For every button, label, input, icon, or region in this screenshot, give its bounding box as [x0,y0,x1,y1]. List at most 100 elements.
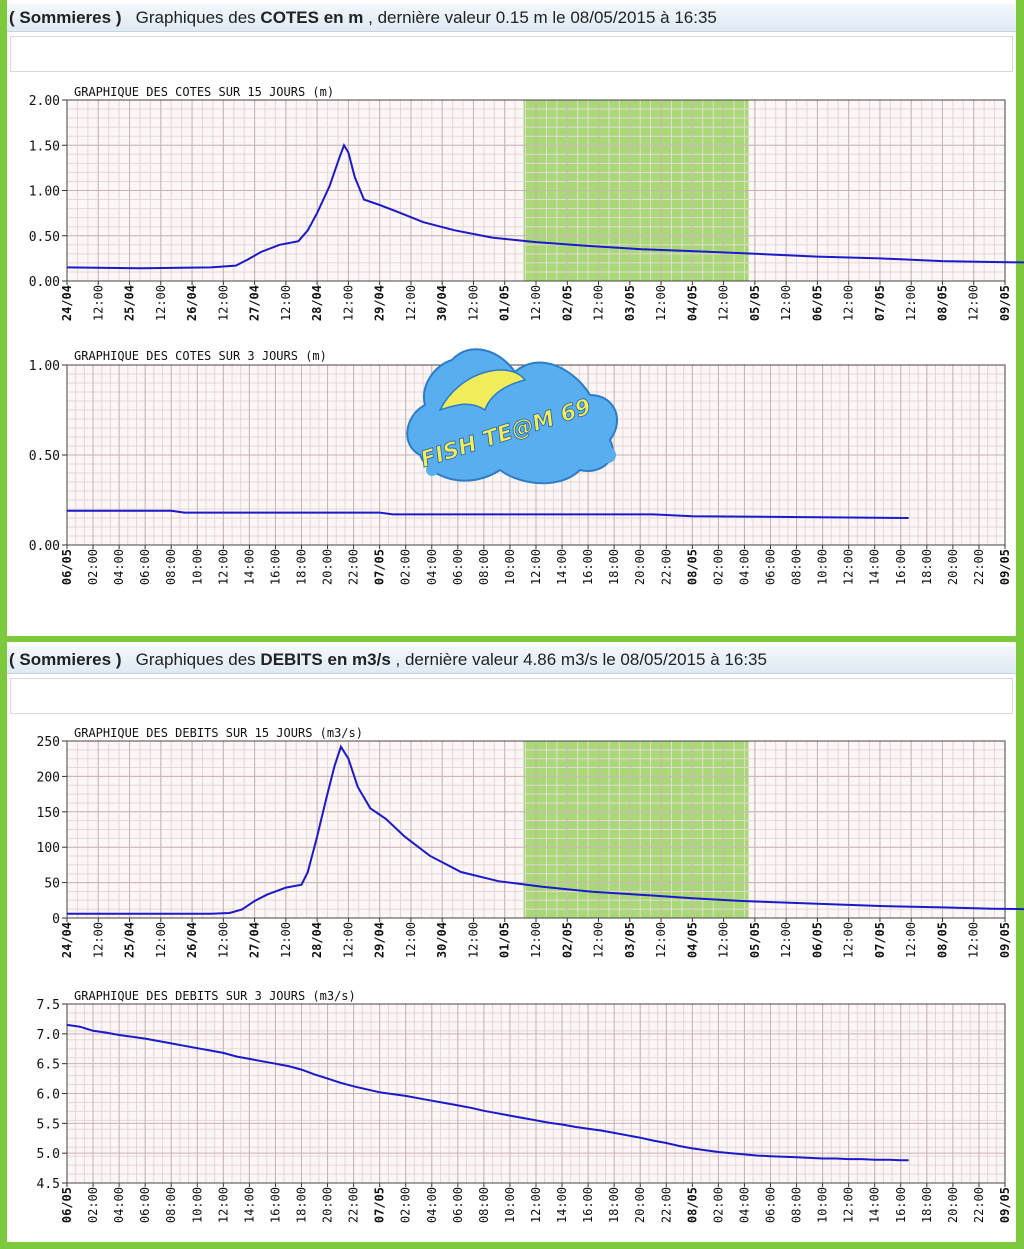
x-tick-label: 04:00 [112,549,126,585]
x-tick-label: 04:00 [112,1187,126,1223]
header-close-paren: ) [115,650,122,669]
cotes-subbar [10,36,1013,72]
x-tick-label: 22:00 [347,549,361,585]
x-tick-label: 05/05 [748,285,762,321]
x-tick-label: 28/04 [310,922,324,958]
x-tick-label: 20:00 [946,1187,960,1223]
x-tick-label: 08:00 [477,549,491,585]
x-tick-label: 24/04 [60,922,74,958]
x-tick-label: 12:00 [842,1187,856,1223]
x-tick-label: 06:00 [764,549,778,585]
y-tick-label: 6.5 [37,1058,60,1073]
x-tick-label: 12:00 [341,922,355,958]
y-tick-label: 0.50 [29,230,60,245]
x-tick-label: 04:00 [425,549,439,585]
x-tick-label: 07/05 [373,1187,387,1223]
y-tick-label: 7.0 [37,1028,60,1043]
y-tick-label: 150 [37,806,60,821]
x-tick-label: 18:00 [607,1187,621,1223]
series-line [66,143,1024,270]
chart-2: 0.00 0.50 1.00 06/05 02:00 04:00 06:00 08:00 10:… [29,349,1012,585]
x-tick-label: 12:00 [904,285,918,321]
x-tick-label: 14:00 [555,1187,569,1223]
x-tick-label: 29/04 [373,922,387,958]
chart-title: GRAPHIQUE DES DEBITS SUR 3 JOURS (m3/s) [74,989,356,1003]
chart-1: 0.00 0.50 1.00 1.50 2.00 24/04 12:00 25/04 12:00… [29,85,1024,321]
station-link[interactable]: Sommieres [19,650,112,669]
x-tick-label: 22:00 [972,1187,986,1223]
x-tick-label: 12:00 [341,285,355,321]
x-tick-label: 12:00 [216,922,230,958]
station-link[interactable]: Sommieres [19,8,112,27]
debits-section-header: ( Sommieres ) Graphiques des DEBITS en m… [7,646,1016,674]
y-tick-label: 0.50 [29,449,60,464]
x-tick-label: 28/04 [310,285,324,321]
x-tick-label: 02:00 [711,1187,725,1223]
x-tick-label: 22:00 [659,549,673,585]
y-tick-label: 1.00 [29,185,60,200]
x-tick-label: 14:00 [555,549,569,585]
x-tick-label: 26/04 [185,922,199,958]
debits-subbar [10,678,1013,714]
y-tick-label: 250 [37,735,60,750]
x-tick-label: 08/05 [935,285,949,321]
y-tick-label: 5.5 [37,1117,60,1132]
x-tick-label: 12:00 [529,285,543,321]
x-tick-label: 16:00 [894,1187,908,1223]
chart-4: 4.5 5.0 5.5 6.0 6.5 7.0 7.5 06/05 02:00 04:00 06:0… [37,989,1012,1223]
x-tick-label: 12:00 [216,1187,230,1223]
x-tick-label: 08:00 [790,1187,804,1223]
y-tick-label: 6.0 [37,1088,60,1103]
x-tick-label: 20:00 [633,1187,647,1223]
x-tick-label: 22:00 [347,1187,361,1223]
cotes-section-header: ( Sommieres ) Graphiques des COTES en m … [7,4,1016,32]
x-tick-label: 12:00 [154,922,168,958]
series-line [66,1023,909,1162]
x-tick-label: 04:00 [737,549,751,585]
x-tick-label: 02:00 [399,1187,413,1223]
x-tick-label: 12:00 [717,285,731,321]
chart-title: GRAPHIQUE DES COTES SUR 3 JOURS (m) [74,349,327,363]
x-tick-label: 22:00 [972,549,986,585]
series-line [67,744,1024,915]
x-tick-label: 12:00 [842,549,856,585]
x-tick-label: 04/05 [685,285,699,321]
x-tick-label: 30/04 [435,285,449,321]
x-tick-label: 03/05 [623,922,637,958]
x-tick-label: 16:00 [894,549,908,585]
x-tick-label: 12:00 [779,285,793,321]
x-tick-label: 25/04 [123,285,137,321]
x-tick-label: 12:00 [779,922,793,958]
x-tick-label: 06/05 [60,549,74,585]
x-tick-label: 12:00 [592,285,606,321]
y-tick-label: 5.0 [37,1147,60,1162]
x-tick-label: 18:00 [607,549,621,585]
x-tick-label: 12:00 [842,285,856,321]
x-tick-label: 12:00 [404,922,418,958]
x-tick-label: 12:00 [592,922,606,958]
x-tick-label: 02:00 [86,549,100,585]
x-tick-label: 12:00 [529,549,543,585]
x-tick-label: 22:00 [659,1187,673,1223]
x-tick-label: 12:00 [967,922,981,958]
x-tick-label: 07/05 [873,922,887,958]
x-tick-label: 12:00 [654,285,668,321]
x-tick-label: 08:00 [790,549,804,585]
x-tick-label: 12:00 [279,285,293,321]
x-tick-label: 04/05 [685,922,699,958]
x-tick-label: 25/04 [123,922,137,958]
plot-frame [66,1003,1006,1184]
x-tick-label: 29/04 [373,285,387,321]
x-tick-label: 08:00 [164,1187,178,1223]
x-tick-label: 12:00 [904,922,918,958]
header-close-paren: ) [115,8,122,27]
y-tick-label: 1.50 [29,139,60,154]
x-tick-label: 18:00 [295,1187,309,1223]
x-tick-label: 10:00 [190,549,204,585]
x-tick-label: 01/05 [498,285,512,321]
x-tick-label: 07/05 [373,549,387,585]
x-tick-label: 16:00 [268,1187,282,1223]
x-tick-label: 20:00 [321,1187,335,1223]
x-tick-label: 20:00 [946,549,960,585]
